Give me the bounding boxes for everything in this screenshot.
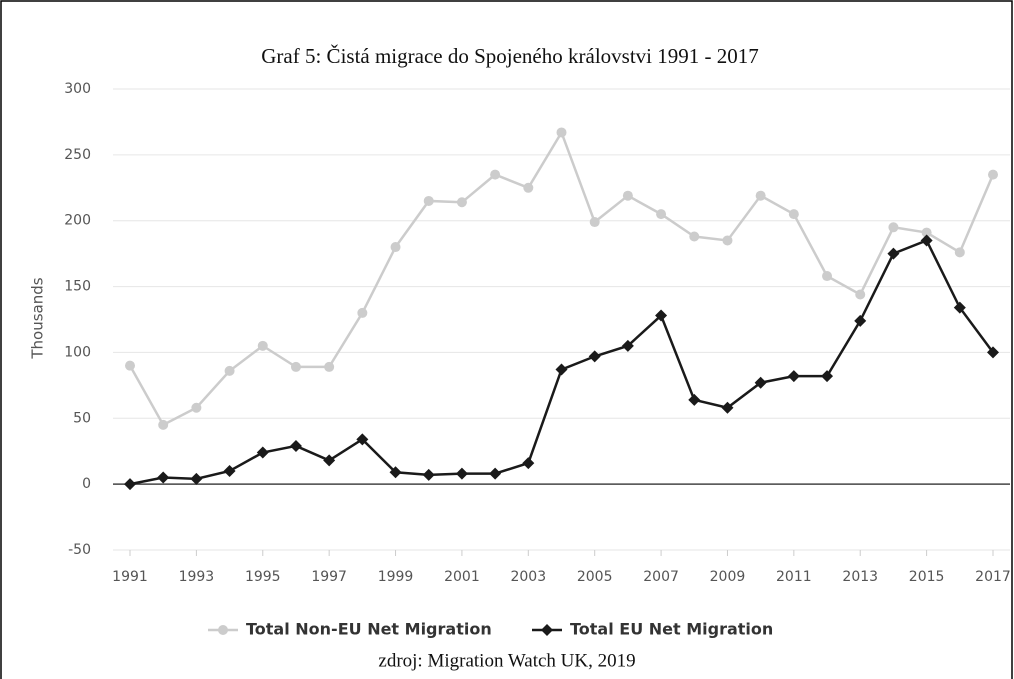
- data-point: [157, 471, 170, 484]
- data-point: [256, 446, 269, 459]
- chart-title: Graf 5: Čistá migrace do Spojeného králo…: [261, 44, 759, 68]
- data-point: [223, 464, 236, 477]
- data-point: [290, 361, 301, 372]
- x-tick-label: 2009: [710, 569, 746, 585]
- data-point: [191, 402, 202, 413]
- x-tick-label: 2015: [909, 569, 945, 585]
- data-point: [356, 433, 369, 446]
- y-tick-label: 300: [64, 81, 91, 97]
- legend-marker: [218, 625, 228, 635]
- x-tick-label: 1995: [245, 569, 281, 585]
- data-point: [522, 457, 535, 470]
- data-point: [523, 182, 534, 193]
- x-tick-label: 1999: [378, 569, 414, 585]
- data-point: [721, 401, 734, 414]
- data-point: [920, 234, 933, 247]
- data-point: [689, 231, 700, 242]
- data-point: [622, 190, 633, 201]
- y-tick-label: 100: [64, 344, 91, 360]
- data-point: [754, 376, 767, 389]
- y-axis-label: Thousands: [29, 277, 47, 359]
- data-point: [822, 271, 833, 282]
- y-tick-label: 0: [82, 476, 91, 492]
- data-point: [887, 247, 900, 260]
- series-line: [129, 238, 995, 486]
- x-tick-label: 2003: [510, 569, 546, 585]
- data-point: [656, 209, 667, 220]
- data-point: [125, 360, 135, 371]
- data-point: [655, 309, 668, 322]
- y-tick-label: 200: [64, 213, 91, 229]
- data-point: [158, 419, 169, 430]
- x-tick-label: 1997: [311, 569, 347, 585]
- data-point: [921, 227, 932, 238]
- data-point: [422, 468, 435, 481]
- data-point: [589, 217, 600, 228]
- data-point: [456, 197, 467, 208]
- x-tick-label: 2013: [842, 569, 878, 585]
- data-point: [821, 370, 834, 383]
- data-point: [323, 454, 336, 467]
- data-point: [621, 339, 634, 352]
- data-point: [390, 242, 401, 253]
- data-point: [888, 222, 899, 233]
- source-note: zdroj: Migration Watch UK, 2019: [378, 650, 635, 671]
- x-tick-label: 1993: [179, 569, 215, 585]
- data-point: [788, 209, 799, 220]
- y-tick-label: 250: [64, 147, 91, 163]
- data-point: [224, 365, 235, 376]
- data-point: [854, 314, 867, 327]
- x-tick-label: 2005: [577, 569, 613, 585]
- data-point: [953, 301, 966, 314]
- data-point: [954, 247, 965, 258]
- data-point: [688, 393, 701, 406]
- legend-label: Total EU Net Migration: [570, 620, 773, 639]
- x-tick-label: 2011: [776, 569, 812, 585]
- x-tick-label: 2007: [643, 569, 679, 585]
- y-tick-label: 150: [64, 279, 91, 295]
- data-point: [588, 350, 601, 363]
- data-point: [257, 340, 268, 351]
- series-line: [128, 129, 995, 427]
- legend-label: Total Non-EU Net Migration: [246, 620, 492, 639]
- data-point: [324, 361, 335, 372]
- data-point: [722, 235, 733, 246]
- data-point: [987, 346, 999, 359]
- data-point: [455, 467, 468, 480]
- data-point: [556, 127, 567, 138]
- x-tick-label: 1991: [112, 569, 148, 585]
- y-tick-label: 50: [73, 410, 91, 426]
- data-point: [190, 472, 203, 485]
- data-point: [357, 307, 368, 318]
- legend-marker: [541, 624, 553, 636]
- data-point: [490, 169, 501, 180]
- data-point: [787, 370, 800, 383]
- data-point: [555, 363, 568, 376]
- data-point: [855, 289, 866, 300]
- x-tick-label: 2001: [444, 569, 480, 585]
- data-point: [988, 169, 998, 180]
- data-point: [389, 466, 402, 479]
- data-point: [755, 190, 766, 201]
- data-point: [124, 478, 136, 491]
- data-point: [489, 467, 502, 480]
- data-point: [289, 439, 302, 452]
- data-point: [423, 195, 434, 206]
- x-tick-label: 2017: [975, 569, 1011, 585]
- y-tick-label: -50: [68, 542, 91, 558]
